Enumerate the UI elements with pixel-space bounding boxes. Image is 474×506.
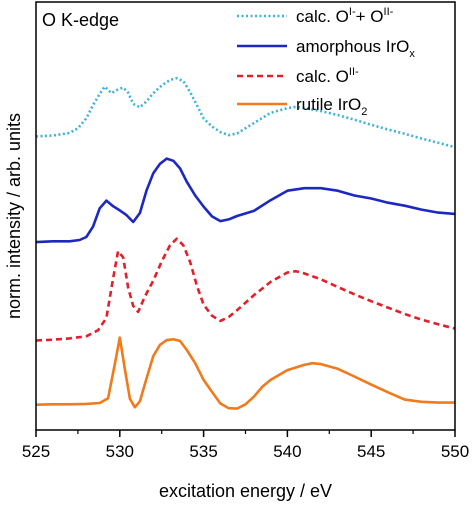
x-tick-label: 530: [106, 442, 134, 461]
series-line-2: [35, 157, 456, 244]
panel-label: O K-edge: [42, 10, 119, 30]
series-line-4: [35, 336, 455, 410]
x-tick-label: 535: [189, 442, 217, 461]
series-layer: [35, 76, 456, 410]
legend-label-4: rutile IrO2: [296, 95, 367, 118]
x-tick-label: 540: [273, 442, 301, 461]
x-tick-label: 550: [441, 442, 469, 461]
legend-label-1: calc. OI-+ OII-: [296, 6, 394, 26]
plot-frame: [35, 1, 456, 431]
legend: calc. OI-+ OII-amorphous IrOx calc. OII-r…: [237, 6, 415, 118]
x-tick-label: 545: [357, 442, 385, 461]
x-ticks: 525 530 535 540 545 550: [22, 430, 469, 461]
y-axis-title: norm. intensity / arb. units: [4, 113, 24, 319]
x-tick-label: 525: [22, 442, 50, 461]
legend-label-2: amorphous IrOx: [296, 37, 415, 60]
legend-label-3: calc. OII-: [296, 66, 359, 86]
series-line-1: [35, 76, 456, 149]
series-line-3: [35, 237, 456, 342]
x-axis-title: excitation energy / eV: [159, 481, 332, 501]
